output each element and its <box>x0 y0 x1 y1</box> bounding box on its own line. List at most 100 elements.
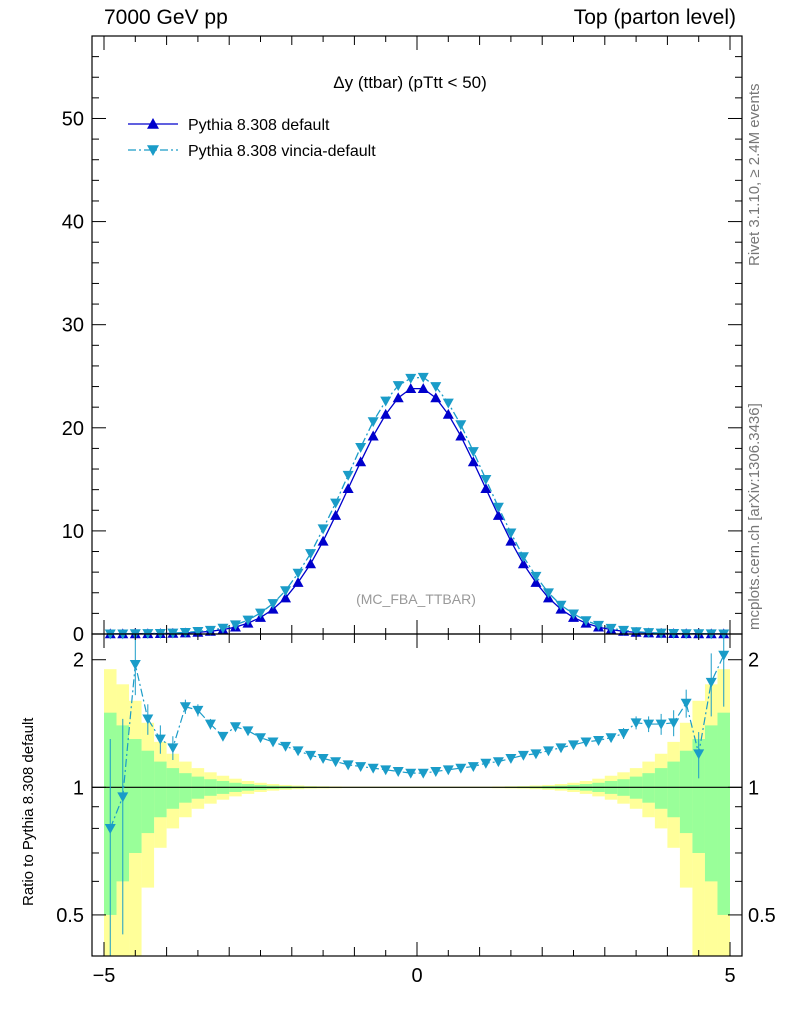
y-tick-label: 10 <box>62 521 84 543</box>
process-label: Top (parton level) <box>573 6 736 29</box>
ratio-data-point <box>242 726 254 737</box>
data-point <box>292 576 304 587</box>
ratio-y-tick-label: 0.5 <box>56 905 84 927</box>
ratio-data-point <box>568 740 579 751</box>
legend-entry-1: Pythia 8.308 default <box>188 117 330 134</box>
data-point <box>417 372 429 383</box>
ratio-data-point <box>292 746 304 757</box>
ratio-data-point <box>380 765 392 776</box>
data-point <box>455 420 467 431</box>
ratio-data-point <box>142 714 154 725</box>
ratio-data-point <box>618 729 630 739</box>
data-point <box>330 498 342 509</box>
ratio-data-point <box>655 719 667 730</box>
data-point <box>355 456 367 467</box>
ratio-data-point <box>430 767 442 777</box>
ratio-data-point <box>643 719 655 730</box>
data-point <box>292 568 304 579</box>
ratio-data-point <box>330 757 342 768</box>
ratio-y-tick-label-right: 0.5 <box>748 905 776 927</box>
data-point <box>480 474 492 485</box>
data-point <box>342 470 354 481</box>
uncertainty-band-inner <box>667 761 680 818</box>
data-point <box>467 456 479 467</box>
data-point <box>317 524 329 535</box>
ratio-data-point <box>392 767 404 777</box>
ratio-data-point <box>593 736 605 746</box>
ratio-data-point <box>705 677 717 688</box>
data-point <box>568 609 579 620</box>
ratio-data-point <box>693 749 705 760</box>
ratio-data-point <box>280 741 292 752</box>
ratio-data-point <box>342 760 354 771</box>
ratio-data-point <box>718 650 730 661</box>
data-point <box>480 483 492 494</box>
data-point <box>330 509 342 520</box>
data-point <box>442 398 454 409</box>
data-point <box>179 627 191 638</box>
collision-energy-label: 7000 GeV pp <box>104 6 228 29</box>
data-point <box>280 592 292 603</box>
ratio-data-point <box>630 718 642 729</box>
ratio-data-point <box>129 659 141 670</box>
ratio-data-point <box>117 792 129 803</box>
data-point <box>530 576 542 587</box>
data-point <box>580 616 592 627</box>
ratio-y-tick-label: 1 <box>73 777 84 799</box>
ratio-data-point <box>154 734 166 745</box>
data-point <box>605 623 617 634</box>
data-point <box>192 627 204 637</box>
ratio-data-point <box>367 763 379 774</box>
uncertainty-band-inner <box>141 750 155 834</box>
ratio-data-point <box>229 722 241 733</box>
x-tick-label: −5 <box>93 965 116 987</box>
ratio-data-point <box>255 733 266 744</box>
legend-entry-2: Pythia 8.308 vincia-default <box>188 143 376 160</box>
ratio-data-point <box>517 750 529 761</box>
data-point <box>542 588 554 599</box>
ratio-data-point <box>355 762 367 772</box>
ratio-data-point <box>305 750 317 761</box>
data-point <box>492 502 504 513</box>
ratio-data-point <box>179 702 191 713</box>
data-point <box>317 535 329 546</box>
uncertainty-band-inner <box>166 768 180 809</box>
analysis-watermark: (MC_FBA_TTBAR) <box>356 591 476 607</box>
legend-marker-2 <box>147 145 159 156</box>
ratio-data-point <box>204 719 216 730</box>
data-point <box>492 509 504 520</box>
ratio-data-point <box>668 718 680 729</box>
data-point <box>643 628 655 639</box>
data-point <box>355 442 367 453</box>
data-point <box>442 408 454 419</box>
data-point <box>530 571 542 582</box>
data-point <box>342 483 354 494</box>
data-point <box>455 430 467 441</box>
y-tick-label: 50 <box>62 108 84 130</box>
uncertainty-band-inner <box>154 761 167 818</box>
y-tick-label: 40 <box>62 212 84 234</box>
x-tick-label: 0 <box>411 965 422 987</box>
uncertainty-band-inner <box>654 768 668 809</box>
data-point <box>229 620 241 631</box>
ratio-data-point <box>492 757 504 768</box>
ratio-data-point <box>405 768 417 779</box>
data-point <box>380 408 392 419</box>
data-point <box>305 558 317 569</box>
ratio-data-point <box>167 743 179 754</box>
data-point <box>255 608 266 619</box>
ratio-data-point <box>680 698 692 709</box>
data-point <box>280 586 292 597</box>
ratio-data-point <box>417 768 429 779</box>
ratio-data-point <box>480 758 492 769</box>
ratio-data-point <box>605 733 617 744</box>
ratio-data-point <box>542 746 554 757</box>
data-point <box>305 549 317 560</box>
uncertainty-band-inner <box>679 750 693 834</box>
data-point <box>242 615 254 626</box>
uncertainty-band-inner <box>717 712 730 915</box>
data-point <box>593 620 605 631</box>
data-point <box>517 552 529 563</box>
uncertainty-band-inner <box>692 739 705 853</box>
